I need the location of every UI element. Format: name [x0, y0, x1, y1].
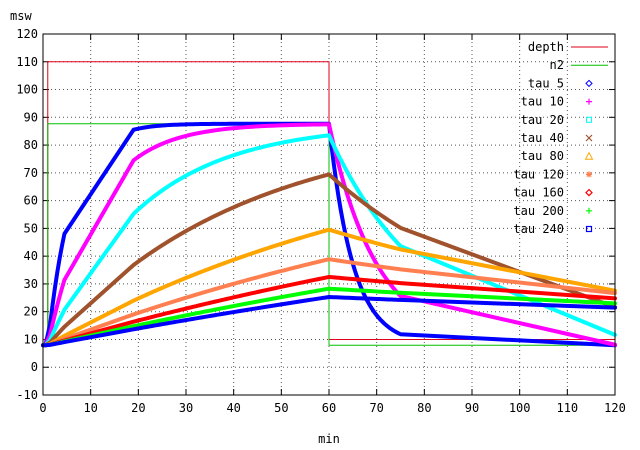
legend-swatch-tau-5	[585, 79, 593, 88]
legend-swatch-tau-20	[586, 116, 592, 123]
y-tick-label: 90	[24, 110, 38, 124]
x-tick-label: 120	[604, 401, 626, 415]
legend-swatch-tau-40	[585, 134, 593, 142]
series-line-tau-80	[41, 227, 617, 348]
legend-swatch-tau-240	[585, 225, 593, 233]
series-line-tau-40	[41, 172, 617, 348]
x-tick-label: 30	[179, 401, 193, 415]
x-tick-label: 80	[417, 401, 431, 415]
y-tick-label: 110	[16, 55, 38, 69]
x-tick-label: 0	[39, 401, 46, 415]
x-tick-label: 50	[274, 401, 288, 415]
axis-ticks: 0 10 20 30 40 50 60 70 80 90 100 110 120-10010203040…	[16, 27, 626, 415]
x-tick-label: 20	[131, 401, 145, 415]
legend-label-tau-40: tau 40	[521, 131, 564, 145]
x-tick-label: 40	[226, 401, 240, 415]
legend-label-tau-200: tau 200	[513, 204, 564, 218]
x-axis-label: min	[318, 432, 340, 446]
y-tick-label: 0	[31, 360, 38, 374]
series-line-tau-120	[41, 257, 617, 348]
series-line-tau-200	[41, 286, 617, 348]
legend-label-tau-10: tau 10	[521, 95, 564, 109]
legend-label-tau-5: tau 5	[528, 76, 564, 90]
y-tick-label: 60	[24, 194, 38, 208]
legend-swatch-tau-80	[584, 151, 594, 160]
series-line-tau-240	[41, 295, 617, 348]
legend-label-tau-20: tau 20	[521, 113, 564, 127]
series-line-tau-20	[41, 133, 617, 348]
y-tick-label: 30	[24, 277, 38, 291]
y-tick-label: 100	[16, 83, 38, 97]
series-line-tau-160	[41, 274, 617, 348]
y-tick-label: 80	[24, 138, 38, 152]
legend-label-tau-240: tau 240	[513, 222, 564, 236]
series-line-tau-10	[41, 122, 617, 348]
legend-swatch-tau-10	[586, 98, 592, 105]
y-tick-label: 50	[24, 221, 38, 235]
y-tick-label: 10	[24, 332, 38, 346]
legend-label-tau-120: tau 120	[513, 167, 564, 181]
legend-label-tau-80: tau 80	[521, 149, 564, 163]
y-tick-label: 70	[24, 166, 38, 180]
x-tick-label: 90	[465, 401, 479, 415]
x-tick-label: 70	[369, 401, 383, 415]
y-axis-label: msw	[10, 9, 32, 23]
x-tick-label: 100	[509, 401, 531, 415]
plot-frame	[42, 33, 616, 396]
series-line-tau-5	[41, 121, 617, 348]
y-tick-label: -10	[16, 388, 38, 402]
legend-swatch-tau-200	[586, 207, 592, 214]
legend-swatch-tau-120	[586, 171, 592, 178]
x-tick-label: 10	[83, 401, 97, 415]
x-tick-label: 110	[556, 401, 578, 415]
legend-label-n2: n2	[550, 58, 564, 72]
y-tick-label: 20	[24, 305, 38, 319]
legend-label-tau-160: tau 160	[513, 186, 564, 200]
y-tick-label: 40	[24, 249, 38, 263]
x-tick-label: 60	[322, 401, 336, 415]
legend-label-depth: depth	[528, 40, 564, 54]
plot-area	[41, 61, 617, 348]
legend: depth n2 tau 5 tau 10 tau 20 tau 40 tau 80 tau …	[513, 40, 608, 236]
y-tick-label: 120	[16, 27, 38, 41]
legend-swatch-tau-160	[585, 188, 593, 197]
